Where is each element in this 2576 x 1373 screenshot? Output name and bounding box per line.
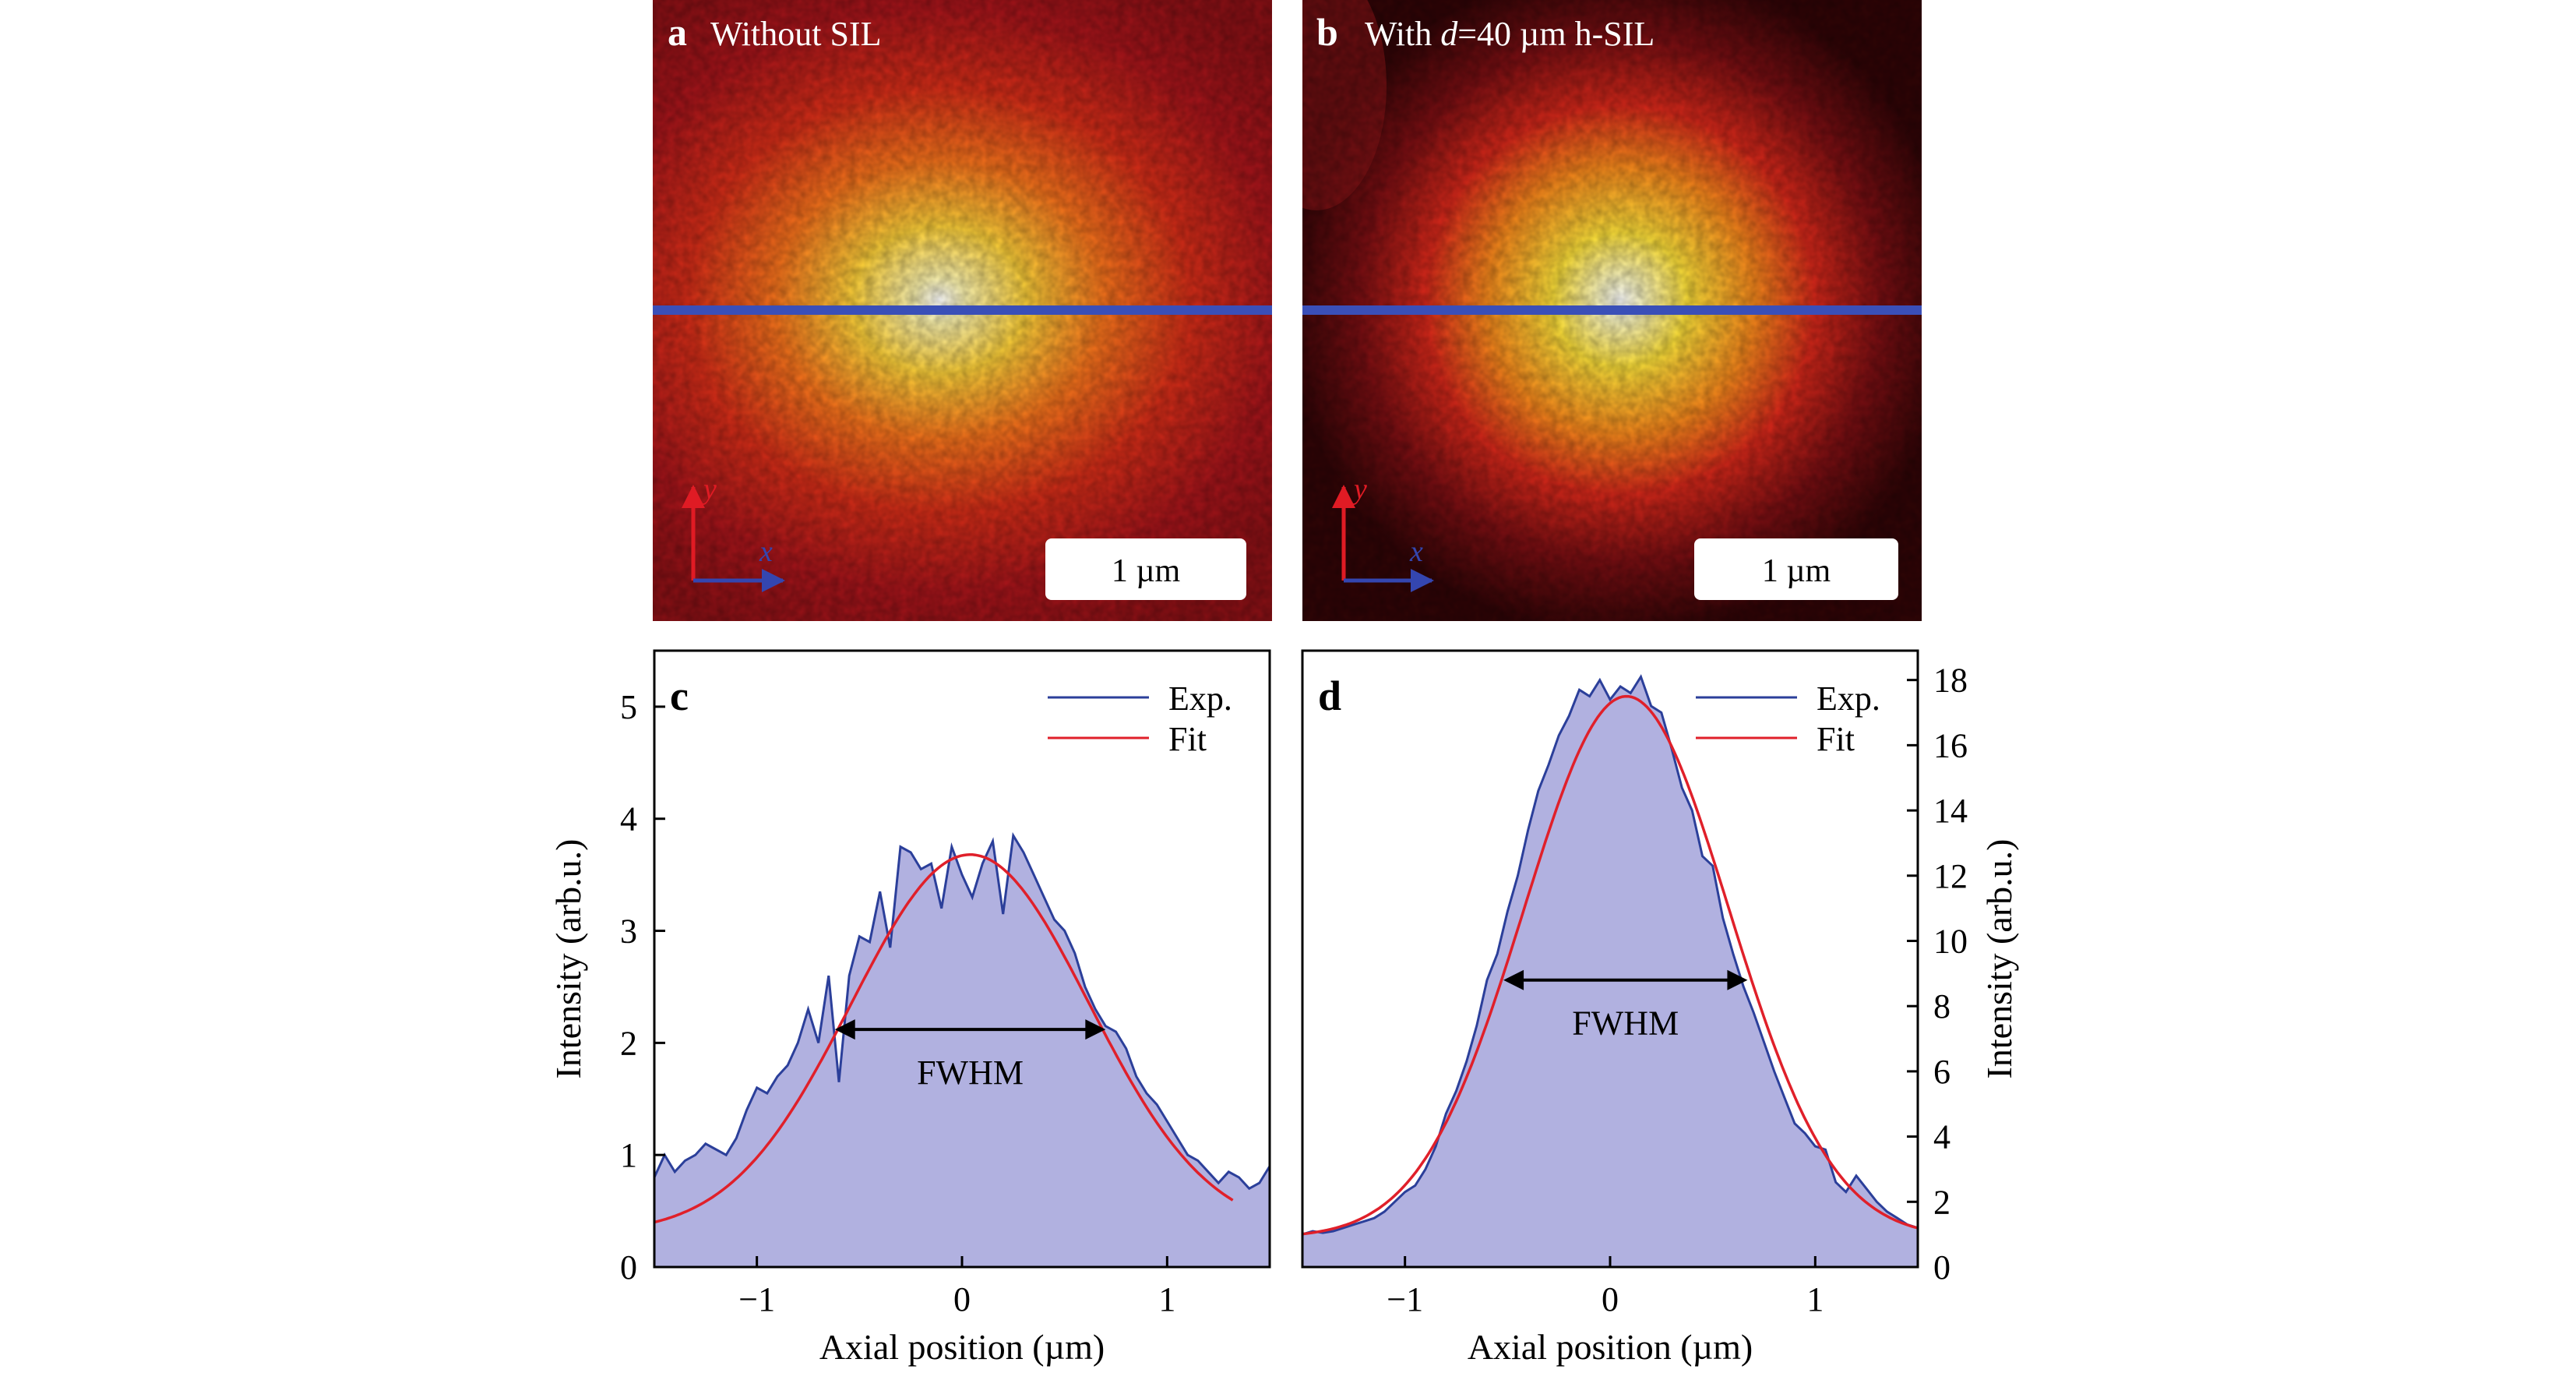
legend-exp-label-d: Exp. (1817, 679, 1880, 718)
y-tick-label-c: 0 (620, 1248, 637, 1287)
legend-fit-label-c: Fit (1168, 720, 1207, 758)
fwhm-label-c: FWHM (917, 1054, 1024, 1092)
legend-exp-label-c: Exp. (1168, 679, 1232, 718)
fwhm-arrow-head-left-d (1503, 969, 1524, 990)
panel-a-label: Without SIL (710, 15, 881, 53)
y-tick-label-c: 5 (620, 688, 637, 726)
panel-letter-c: c (670, 672, 689, 719)
y-tick-label-d: 8 (1933, 987, 1951, 1025)
y-tick-label-c: 1 (620, 1136, 637, 1174)
panel-a-image: a Without SIL y x 1 µm (653, 0, 1272, 621)
y-axis-label-c: Intensity (arb.u.) (548, 839, 588, 1079)
fwhm-arrow-head-left-c (834, 1019, 855, 1040)
y-tick-label-d: 10 (1933, 922, 1968, 960)
series-exp-line-d (1302, 674, 1919, 1236)
x-tick-label-c: 0 (953, 1280, 971, 1318)
series-exp-line-c (653, 831, 1271, 1191)
x-tick-label-c: 1 (1158, 1280, 1175, 1318)
panel-b-letter: b (1316, 10, 1338, 54)
y-tick-label-d: 12 (1933, 857, 1968, 895)
y-tick-label-d: 2 (1933, 1183, 1951, 1221)
panel-a-x-label: x (759, 535, 773, 568)
y-tick-label-d: 0 (1933, 1248, 1951, 1287)
y-tick-label-d: 6 (1933, 1053, 1951, 1091)
panel-letter-d: d (1318, 672, 1341, 719)
fwhm-arrow-head-right-d (1727, 969, 1748, 990)
y-tick-label-c: 3 (620, 912, 637, 951)
y-axis-label-d: Intensity (arb.u.) (1979, 839, 2019, 1079)
panel-a-scalebar: 1 µm (1112, 553, 1181, 589)
fwhm-arrow-head-right-c (1085, 1019, 1106, 1040)
panel-b-image: b With d=40 µm h-SIL y x 1 µm (1302, 0, 1922, 621)
y-tick-label-c: 4 (620, 800, 637, 838)
panel-a-letter: a (668, 10, 687, 54)
y-tick-label-c: 2 (620, 1024, 637, 1062)
panel-b-x-label: x (1409, 535, 1423, 568)
panel-b-y-label: y (1351, 473, 1367, 506)
x-axis-label-c: Axial position (µm) (819, 1327, 1105, 1367)
panel-a-y-label: y (700, 473, 717, 506)
x-tick-label-d: −1 (1387, 1280, 1423, 1318)
y-tick-label-d: 4 (1933, 1118, 1951, 1156)
y-tick-label-d: 16 (1933, 726, 1968, 764)
panel-a-scalebar-box (1045, 538, 1246, 600)
x-tick-label-c: −1 (738, 1280, 775, 1318)
x-tick-label-d: 0 (1602, 1280, 1619, 1318)
chart-c: −1 0 1 0 1 2 3 4 5 Axial position (µm) Intensity (… (548, 649, 1271, 1367)
fwhm-label-d: FWHM (1572, 1004, 1679, 1043)
panel-b-label: With d=40 µm h-SIL (1365, 15, 1654, 53)
panel-b-scalebar: 1 µm (1762, 553, 1831, 589)
series-exp-area-c (654, 835, 1270, 1267)
series-fit-line-c (654, 853, 1234, 1224)
series-exp-area-d (1302, 676, 1918, 1267)
y-tick-label-d: 14 (1933, 792, 1968, 830)
x-axis-label-d: Axial position (µm) (1468, 1327, 1753, 1367)
panel-b-scalebar-box (1694, 538, 1898, 600)
legend-fit-label-d: Fit (1817, 720, 1855, 758)
x-tick-label-d: 1 (1806, 1280, 1824, 1318)
y-tick-label-d: 18 (1933, 662, 1968, 700)
series-fit-line-d (1302, 694, 1919, 1236)
